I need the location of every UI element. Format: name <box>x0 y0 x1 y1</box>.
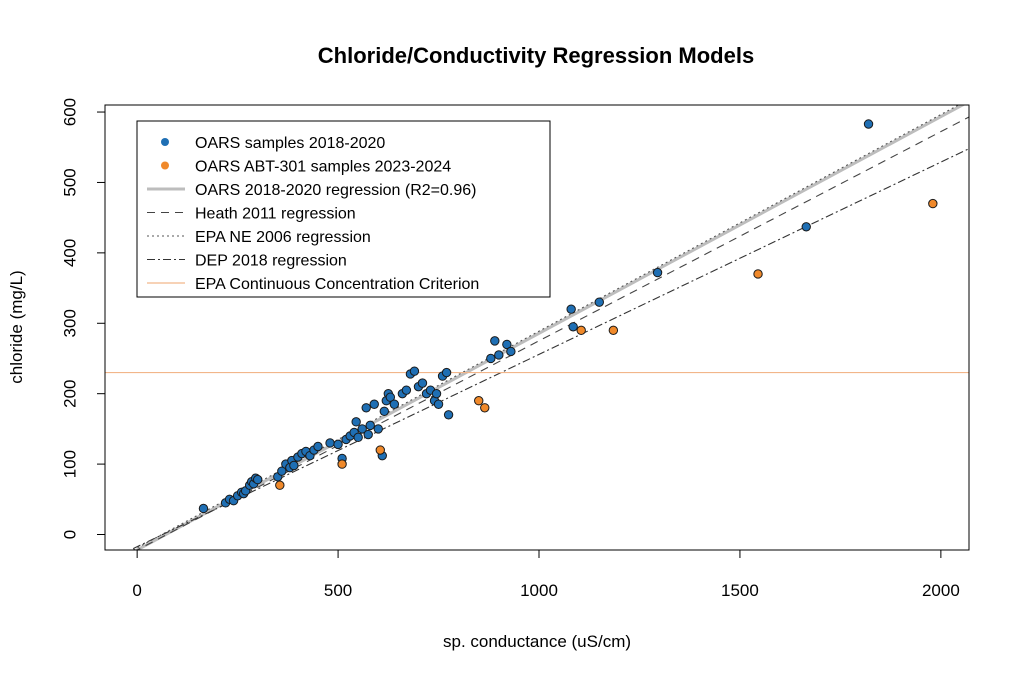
data-point-s0-33 <box>357 424 367 434</box>
data-point-s0-43 <box>385 392 396 402</box>
x-tick-label-0: 0 <box>132 581 141 600</box>
data-point-s0-61 <box>494 350 504 360</box>
data-point-s1-7 <box>753 269 763 279</box>
y-tick-label-5: 500 <box>61 168 80 196</box>
regression-line-3 <box>135 116 969 550</box>
data-point-s0-55 <box>433 399 444 409</box>
legend: OARS samples 2018-2020 OARS ABT-301 sampl… <box>136 120 551 298</box>
data-point-s0-66 <box>594 297 604 307</box>
data-point-s0-37 <box>369 399 379 409</box>
regression-line-5 <box>132 148 969 550</box>
data-point-s0-54 <box>431 388 442 399</box>
data-point-s0-46 <box>401 385 412 395</box>
plot-area <box>105 105 969 550</box>
data-point-s0-59 <box>486 353 496 364</box>
legend-marker-0 <box>161 138 169 146</box>
data-point-s0-68 <box>801 222 811 232</box>
y-tick-label-2: 200 <box>61 379 80 407</box>
data-point-s0-18 <box>289 460 299 471</box>
legend-label-3: Heath 2011 regression <box>195 206 356 223</box>
data-point-s1-2 <box>375 445 385 455</box>
x-tick-label-4: 2000 <box>922 581 960 600</box>
data-point-s0-57 <box>441 367 452 378</box>
data-point-s0-0 <box>198 503 209 514</box>
regression-line-2 <box>133 105 966 550</box>
data-point-s0-40 <box>379 406 389 416</box>
legend-label-0: OARS samples 2018-2020 <box>195 135 385 152</box>
data-point-s1-8 <box>928 198 938 209</box>
y-axis: 0 100 200 300 400 500 600 <box>61 98 105 539</box>
data-point-s0-31 <box>351 417 361 427</box>
data-point-s0-64 <box>566 304 576 314</box>
data-point-s0-63 <box>506 346 516 357</box>
x-tick-label-1: 500 <box>324 581 352 600</box>
data-point-s1-0 <box>275 480 285 490</box>
data-point-s0-26 <box>333 439 343 450</box>
legend-label-6: EPA Continuous Concentration Criterion <box>195 276 479 293</box>
plot-frame <box>104 104 970 551</box>
y-tick-label-1: 100 <box>61 450 80 478</box>
x-tick-label-3: 1500 <box>721 581 759 600</box>
regression-line-4 <box>132 105 960 550</box>
data-point-s0-65 <box>568 322 578 332</box>
legend-box <box>136 120 551 298</box>
data-point-s1-4 <box>480 403 490 413</box>
data-point-s1-3 <box>474 396 484 406</box>
data-point-s0-50 <box>417 378 428 388</box>
data-point-s0-14 <box>277 466 287 476</box>
x-tick-label-2: 1000 <box>520 581 558 600</box>
data-point-s0-12 <box>253 474 263 485</box>
data-point-s0-67 <box>652 267 663 278</box>
data-point-s0-38 <box>373 424 383 434</box>
y-tick-label-0: 0 <box>61 530 80 539</box>
data-point-s0-69 <box>863 119 874 129</box>
data-point-s0-32 <box>353 432 363 443</box>
legend-label-4: EPA NE 2006 regression <box>195 229 371 246</box>
data-point-s0-34 <box>361 403 371 413</box>
data-point-s0-48 <box>409 366 420 376</box>
data-point-s0-44 <box>389 399 400 409</box>
data-point-s0-62 <box>502 339 512 350</box>
x-axis: 0 500 1000 1500 2000 <box>132 550 960 600</box>
data-point-s0-36 <box>365 420 375 431</box>
data-point-s1-6 <box>608 325 619 336</box>
legend-label-5: DEP 2018 regression <box>195 253 347 270</box>
y-tick-label-6: 600 <box>61 98 80 126</box>
x-axis-label: sp. conductance (uS/cm) <box>443 632 631 651</box>
data-point-s0-60 <box>490 336 500 346</box>
data-point-s0-25 <box>325 438 335 448</box>
legend-label-1: OARS ABT-301 samples 2023-2024 <box>195 159 451 176</box>
chart-title: Chloride/Conductivity Regression Models <box>318 43 754 68</box>
legend-marker-1 <box>161 161 169 170</box>
data-point-s0-35 <box>363 429 373 440</box>
data-point-s0-58 <box>443 410 454 420</box>
legend-label-2: OARS 2018-2020 regression (R2=0.96) <box>195 182 477 199</box>
y-tick-label-3: 300 <box>61 309 80 337</box>
data-point-s1-5 <box>576 325 586 336</box>
y-tick-label-4: 400 <box>61 239 80 267</box>
data-point-s0-24 <box>313 441 323 452</box>
y-axis-label: chloride (mg/L) <box>7 270 26 383</box>
data-point-s1-1 <box>337 459 347 469</box>
